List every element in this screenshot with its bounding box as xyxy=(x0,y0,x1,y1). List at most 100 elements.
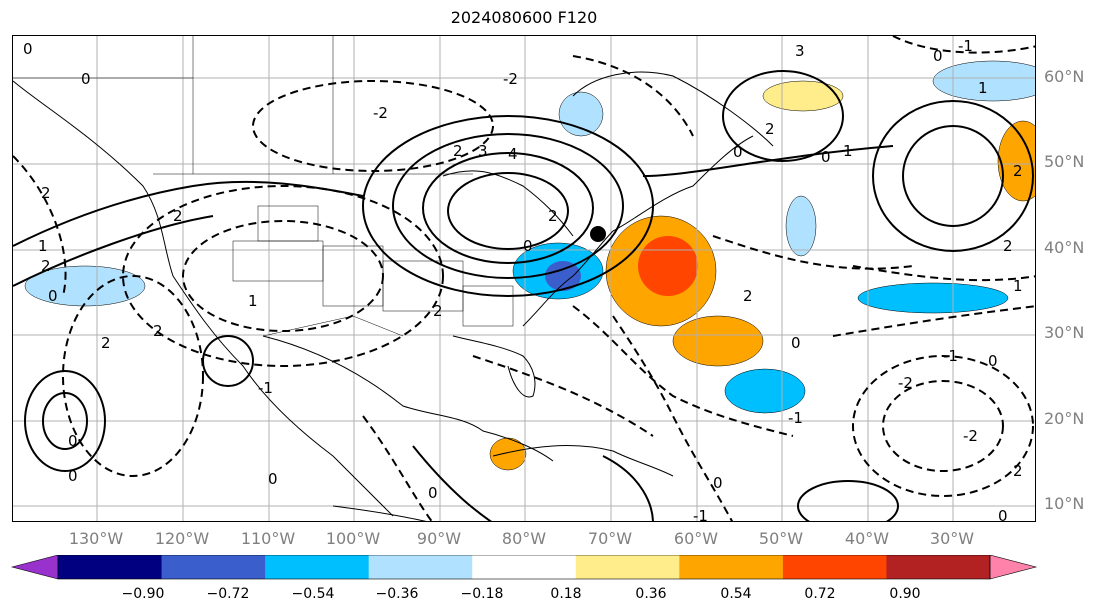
colorbar-tick-label: −0.90 xyxy=(121,586,165,602)
colorbar-tick-label: 0.36 xyxy=(635,586,667,602)
anomaly-positive-greenland xyxy=(762,80,844,112)
contour-label: 1 xyxy=(248,292,258,310)
colorbar-cell xyxy=(886,555,991,579)
colorbar-cell xyxy=(679,555,784,579)
contour-label: -2 xyxy=(963,427,978,445)
shaded-anomalies xyxy=(24,60,1035,471)
contour-label: 3 xyxy=(478,142,488,160)
contour-label: -1 xyxy=(958,37,973,55)
lat-label: 10°N xyxy=(1044,494,1085,513)
lon-label: 100°W xyxy=(325,529,381,548)
contour-label: 0 xyxy=(988,352,998,370)
contour-label: 2 xyxy=(453,142,463,160)
contour-label: 4 xyxy=(508,145,518,163)
colorbar-tick-label: 0.54 xyxy=(720,586,752,602)
contour-label: 0 xyxy=(713,474,723,492)
contour-label: 0 xyxy=(81,70,91,88)
contour-label: 2 xyxy=(433,302,443,320)
colorbar-cell xyxy=(265,555,370,579)
anomaly-strong-atlantic xyxy=(638,236,698,296)
anomaly-negative-central xyxy=(724,368,806,414)
map-title: 2024080600 F120 xyxy=(450,8,598,27)
contour-label: -1 xyxy=(943,347,958,365)
lat-label: 20°N xyxy=(1044,409,1085,428)
contour-label: 2 xyxy=(1013,162,1023,180)
lon-label: 80°W xyxy=(501,529,547,548)
contour-label: 0 xyxy=(821,148,831,166)
lon-label: 30°W xyxy=(929,529,975,548)
map-panel: 4 3 2 0 0 1 2 3 0 -1 1 0 0 -2 -2 0 2 2 2… xyxy=(12,35,1036,522)
anomaly-negative-hudson xyxy=(558,91,604,137)
colorbar-cell xyxy=(161,555,266,579)
colorbar-tick-label: −0.36 xyxy=(375,586,419,602)
contour-label: 0 xyxy=(998,507,1008,522)
colorbar-cell xyxy=(58,555,163,579)
contour-label: 0 xyxy=(68,467,78,485)
lat-label: 30°N xyxy=(1044,323,1085,342)
contour-label: -1 xyxy=(788,409,803,427)
contour-label: 2 xyxy=(743,287,753,305)
lat-label: 50°N xyxy=(1044,152,1085,171)
contour-label: -2 xyxy=(373,104,388,122)
contour-label: 2 xyxy=(101,334,111,352)
contour-label: 1 xyxy=(978,79,988,97)
point-marker xyxy=(590,226,606,242)
contour-label: 2 xyxy=(173,207,183,225)
contour-label: 1 xyxy=(843,142,853,160)
anomaly-negative-mid-atlantic xyxy=(785,195,817,257)
contour-label: 0 xyxy=(23,40,33,58)
anomaly-negative-east-atlantic xyxy=(857,282,1009,314)
lon-label: 120°W xyxy=(154,529,210,548)
contour-label: 0 xyxy=(733,143,743,161)
colorbar xyxy=(10,555,1038,580)
colorbar-cells xyxy=(10,555,1038,580)
colorbar-cell xyxy=(782,555,887,579)
contour-label: 0 xyxy=(428,484,438,502)
colorbar-cell xyxy=(368,555,473,579)
colorbar-extend-min xyxy=(10,555,59,580)
contour-label: 2 xyxy=(548,207,558,225)
colorbar-cell xyxy=(472,555,577,579)
anomaly-negative-pacific xyxy=(24,265,146,307)
contour-labels: 4 3 2 0 0 1 2 3 0 -1 1 0 0 -2 -2 0 2 2 2… xyxy=(23,37,1023,522)
contour-label: 1 xyxy=(1013,277,1023,295)
contour-label: 0 xyxy=(791,334,801,352)
contour-label: -2 xyxy=(503,70,518,88)
anomaly-positive-central xyxy=(672,315,764,367)
contour-label: -1 xyxy=(693,507,708,522)
contour-label: 2 xyxy=(41,184,51,202)
map-svg: 4 3 2 0 0 1 2 3 0 -1 1 0 0 -2 -2 0 2 2 2… xyxy=(13,36,1035,522)
lat-label: 60°N xyxy=(1044,67,1085,86)
contour-label: 2 xyxy=(153,322,163,340)
contour-label: -2 xyxy=(898,374,913,392)
contour-label: 2 xyxy=(1003,237,1013,255)
anomaly-strong-east-coast xyxy=(545,261,581,291)
colorbar-tick-label: −0.18 xyxy=(460,586,504,602)
contour-label: -1 xyxy=(258,379,273,397)
colorbar-tick-label: −0.54 xyxy=(291,586,335,602)
contour-label: 1 xyxy=(38,237,48,255)
lon-label: 70°W xyxy=(587,529,633,548)
colorbar-cell xyxy=(575,555,680,579)
colorbar-tick-label: 0.18 xyxy=(550,586,582,602)
colorbar-tick-label: 0.90 xyxy=(889,586,921,602)
contours xyxy=(13,70,1034,521)
contour-label: 3 xyxy=(795,42,805,60)
lon-label: 130°W xyxy=(68,529,124,548)
colorbar-frame xyxy=(57,555,991,580)
lon-label: 90°W xyxy=(416,529,462,548)
colorbar-tick-label: 0.72 xyxy=(804,586,836,602)
anomaly-negative-north-atlantic xyxy=(932,60,1035,102)
contour-label: 2 xyxy=(765,120,775,138)
contour-label: 2 xyxy=(1013,462,1023,480)
lon-label: 60°W xyxy=(673,529,719,548)
contour-label: 0 xyxy=(523,237,533,255)
contour-label: 2 xyxy=(41,257,51,275)
lon-label: 110°W xyxy=(240,529,296,548)
lon-label: 50°W xyxy=(758,529,804,548)
contour-label: 0 xyxy=(68,432,78,450)
contour-label: 0 xyxy=(933,47,943,65)
lat-label: 40°N xyxy=(1044,238,1085,257)
anomaly-positive-europe xyxy=(997,120,1035,202)
contours-dashed xyxy=(13,36,1035,521)
